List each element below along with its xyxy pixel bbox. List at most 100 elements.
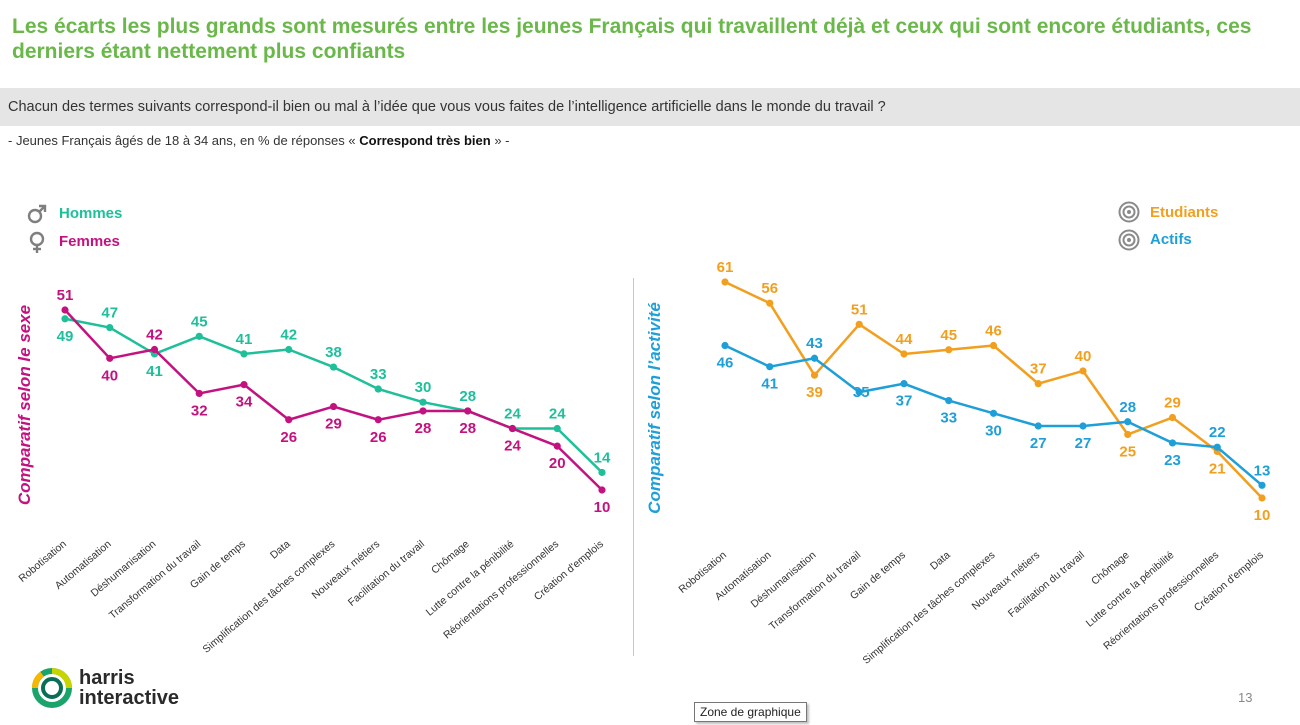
data-label: 39 [806, 384, 823, 401]
data-label: 35 [853, 384, 870, 401]
data-point [553, 442, 561, 450]
data-label: 20 [549, 455, 566, 472]
data-label: 32 [191, 402, 208, 419]
logo-text: harris interactive [79, 668, 179, 708]
x-tick-label: Data [928, 549, 953, 573]
data-label: 43 [806, 335, 823, 352]
data-label: 51 [57, 287, 74, 304]
data-label: 45 [191, 313, 208, 330]
data-label: 29 [325, 416, 342, 433]
data-point [1124, 418, 1132, 426]
data-label: 24 [504, 438, 521, 455]
x-tick-label: Facilitation du travail [1006, 549, 1087, 620]
data-label: 10 [1254, 507, 1271, 524]
data-label: 42 [280, 327, 297, 344]
data-label: 22 [1209, 424, 1226, 441]
data-label: 40 [101, 367, 118, 384]
logo-line-1: harris [79, 667, 135, 689]
data-label: 28 [1119, 399, 1136, 416]
data-point [419, 398, 427, 406]
chart-divider [633, 278, 634, 656]
x-tick-label: Transformation du travail [107, 538, 203, 622]
data-point [598, 486, 606, 494]
data-label: 37 [1030, 361, 1047, 378]
data-point [1168, 439, 1177, 447]
data-point [1168, 413, 1177, 422]
data-point [766, 299, 774, 307]
data-point [1079, 422, 1087, 430]
data-label: 27 [1030, 435, 1047, 452]
data-point [240, 381, 248, 389]
data-point [329, 363, 338, 371]
data-point [419, 407, 427, 415]
data-label: 26 [280, 429, 297, 446]
x-tick-label: Transformation du travail [767, 549, 863, 633]
data-label: 26 [370, 429, 387, 446]
data-label: 30 [415, 379, 432, 396]
data-label: 13 [1254, 462, 1271, 479]
data-point [374, 416, 382, 424]
subtitle-suffix: » - [490, 133, 510, 148]
data-label: 37 [896, 393, 913, 410]
data-point [1213, 443, 1221, 451]
logo-line-2: interactive [79, 687, 180, 709]
subtitle: - Jeunes Français âgés de 18 à 34 ans, e… [8, 133, 510, 148]
data-point [285, 416, 293, 424]
data-point [989, 341, 998, 350]
data-point [721, 278, 729, 286]
logo-ring-icon [32, 668, 72, 708]
data-label: 41 [146, 363, 163, 380]
legend-actifs: Actifs [1150, 231, 1192, 248]
data-point [106, 323, 114, 332]
data-label: 27 [1075, 435, 1092, 452]
data-label: 30 [985, 422, 1002, 439]
data-point [1079, 367, 1087, 375]
data-label: 41 [761, 376, 778, 393]
data-label: 33 [940, 410, 957, 427]
data-label: 56 [761, 280, 778, 297]
data-label: 24 [504, 406, 521, 423]
data-label: 40 [1075, 348, 1092, 365]
female-symbol-icon [29, 231, 45, 253]
data-label: 46 [717, 355, 734, 372]
data-label: 46 [985, 323, 1002, 340]
data-label: 34 [236, 394, 253, 411]
x-tick-label: Chômage [429, 538, 472, 577]
data-label: 28 [415, 420, 432, 437]
data-point [61, 315, 69, 323]
chart-area-tooltip: Zone de graphique [694, 702, 807, 722]
data-point [374, 385, 382, 393]
data-label: 23 [1164, 452, 1181, 469]
data-point [810, 354, 819, 362]
legend-femmes: Femmes [59, 233, 120, 250]
page-number: 13 [1238, 690, 1253, 705]
data-point [1258, 481, 1266, 489]
data-label: 38 [325, 344, 342, 361]
data-label: 24 [549, 406, 566, 423]
data-point [150, 345, 159, 354]
data-point [900, 380, 908, 388]
data-point [553, 424, 561, 433]
data-label: 51 [851, 301, 868, 318]
data-label: 14 [594, 449, 611, 466]
data-label: 61 [717, 259, 734, 276]
data-point [285, 345, 293, 354]
data-point [61, 306, 69, 314]
data-point [464, 407, 472, 415]
data-label: 10 [594, 499, 611, 516]
data-point [106, 354, 114, 362]
data-point [195, 389, 203, 398]
data-label: 29 [1164, 395, 1181, 412]
data-point [900, 350, 908, 358]
legend-hommes: Hommes [59, 205, 123, 222]
data-point [810, 371, 819, 379]
data-point [1034, 422, 1042, 430]
y-axis-title: Comparatif selon l’activité [645, 302, 664, 514]
x-tick-label: Chômage [1089, 549, 1132, 588]
target-icon [1118, 229, 1140, 251]
data-point [329, 402, 338, 411]
data-point [598, 468, 606, 477]
data-label: 42 [146, 327, 163, 344]
subtitle-bold: Correspond très bien [359, 133, 491, 148]
